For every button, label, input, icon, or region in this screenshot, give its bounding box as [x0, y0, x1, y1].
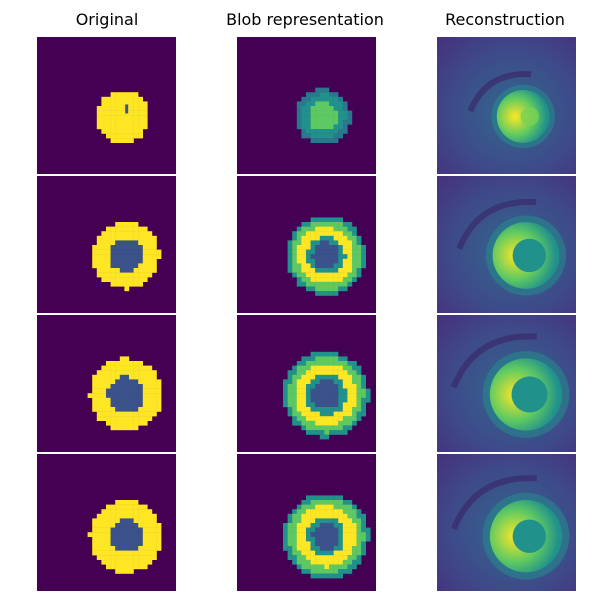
recon-panel-row-1 — [437, 37, 576, 174]
column-title-reconstruction: Reconstruction — [445, 10, 565, 29]
blob-panel-row-1 — [237, 37, 376, 174]
blob-panel-row-4 — [237, 454, 376, 591]
orig-panel-row-4 — [37, 454, 176, 591]
blob-panel-row-2 — [237, 176, 376, 313]
recon-panel-row-2 — [437, 176, 576, 313]
blob-panel-row-3 — [237, 315, 376, 452]
orig-panel-row-1 — [37, 37, 176, 174]
recon-panel-row-3 — [437, 315, 576, 452]
recon-panel-row-4 — [437, 454, 576, 591]
column-title-original: Original — [75, 10, 139, 29]
column-title-blob-representation: Blob representation — [226, 10, 384, 29]
orig-panel-row-3 — [37, 315, 176, 452]
orig-panel-row-2 — [37, 176, 176, 313]
